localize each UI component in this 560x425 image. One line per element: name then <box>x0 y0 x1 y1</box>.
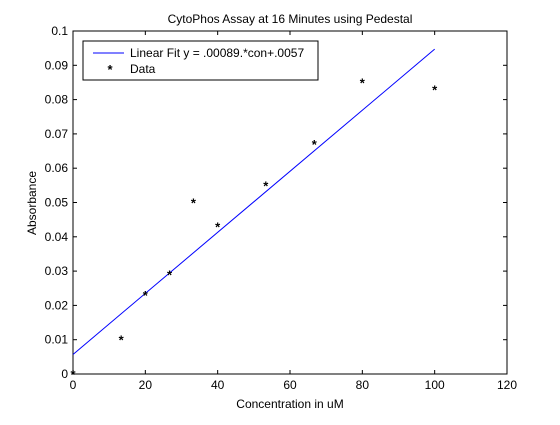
y-tick-label: 0.01 <box>45 333 69 347</box>
y-tick-label: 0.07 <box>45 127 69 141</box>
y-tick-label: 0.05 <box>45 196 69 210</box>
y-tick-label: 0.06 <box>45 161 69 175</box>
y-tick-label: 0.08 <box>45 93 69 107</box>
x-axis-label: Concentration in uM <box>236 397 343 411</box>
legend-data-label: Data <box>130 62 156 76</box>
x-tick-label: 60 <box>283 378 297 392</box>
plot-area <box>72 30 508 375</box>
linear-fit-line <box>72 48 435 355</box>
legend-fit-label: Linear Fit y = .00089.*con+.0057 <box>130 46 304 60</box>
legend-box <box>82 40 319 81</box>
y-tick-label: 0 <box>61 367 68 381</box>
x-axis-ticks: 0 20 40 60 80 100 120 <box>70 31 517 392</box>
y-tick-label: 0.03 <box>45 264 69 278</box>
y-axis-ticks: 0 0.01 0.02 0.03 0.04 0.05 0.06 0.07 0.08 0.09 0.1 <box>45 24 507 381</box>
data-point: * <box>119 333 125 348</box>
axes-box <box>72 30 508 375</box>
x-tick-label: 80 <box>356 378 370 392</box>
data-point: * <box>263 178 269 193</box>
x-tick-label: 120 <box>497 378 517 392</box>
x-tick-label: 100 <box>425 378 445 392</box>
data-point: * <box>312 137 318 152</box>
x-tick-label: 0 <box>70 378 77 392</box>
y-tick-label: 0.1 <box>51 24 68 38</box>
legend: Linear Fit y = .00089.*con+.0057 * Data <box>82 40 319 81</box>
y-tick-label: 0.04 <box>45 230 69 244</box>
series-layer: * * * * * * * * * * <box>70 48 438 382</box>
chart-title: CytoPhos Assay at 16 Minutes using Pedes… <box>168 12 413 26</box>
x-tick-label: 20 <box>139 378 153 392</box>
y-axis-label: Absorbance <box>25 171 39 235</box>
y-tick-label: 0.02 <box>45 298 69 312</box>
y-tick-label: 0.09 <box>45 58 69 72</box>
data-point: * <box>143 288 149 303</box>
data-point: * <box>191 196 197 211</box>
x-tick-label: 40 <box>211 378 225 392</box>
data-point: * <box>70 367 76 382</box>
data-point: * <box>432 82 438 97</box>
legend-data-swatch: * <box>107 62 113 77</box>
data-point: * <box>167 268 173 283</box>
data-point: * <box>360 75 366 90</box>
data-point: * <box>215 220 221 235</box>
